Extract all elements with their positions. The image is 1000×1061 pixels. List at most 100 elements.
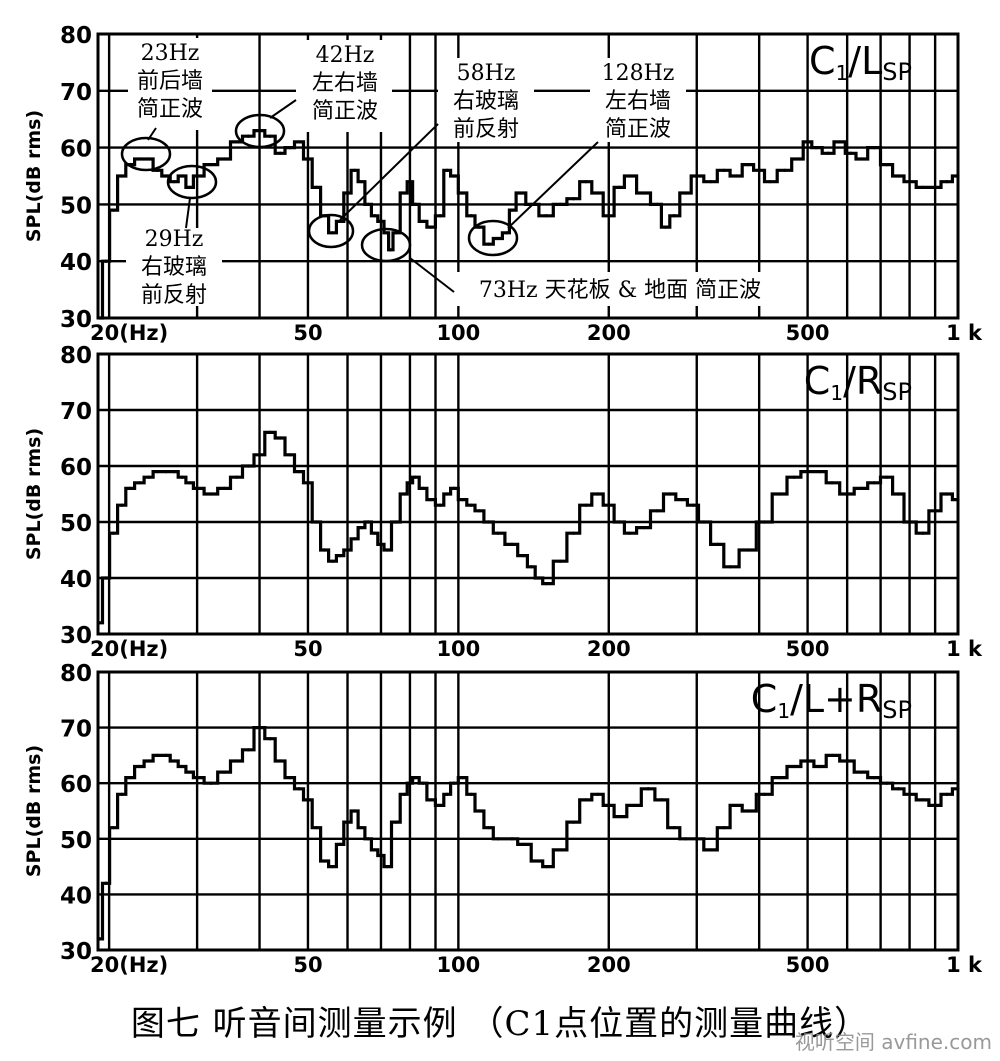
data-point [872, 776, 876, 780]
data-point [445, 168, 449, 172]
data-point [366, 837, 370, 841]
data-point [805, 140, 810, 144]
callout-ellipse-42hz [234, 113, 286, 149]
data-point [830, 753, 834, 758]
data-point [872, 146, 876, 150]
data-point [956, 498, 960, 502]
data-point [469, 792, 473, 796]
data-point [97, 937, 101, 941]
data-point [797, 157, 801, 161]
x-tick-label: 20(Hz) [90, 321, 168, 345]
data-point [394, 231, 398, 235]
data-point [288, 453, 292, 457]
data-point [268, 737, 272, 741]
data-point [584, 503, 588, 507]
data-point [715, 542, 720, 547]
data-point [461, 498, 465, 502]
data-point [571, 531, 576, 535]
data-point [235, 140, 239, 144]
data-point [394, 820, 398, 824]
data-point [402, 492, 407, 496]
data-point [885, 475, 889, 479]
annotation-58hz: 58Hz 右玻璃前反射 [453, 61, 519, 142]
data-point [297, 140, 301, 144]
data-point [529, 565, 533, 569]
data-point [330, 231, 335, 235]
data-point [496, 837, 500, 841]
data-point [429, 225, 433, 229]
callout-ellipse-23hz [120, 136, 172, 172]
data-point [655, 202, 659, 206]
x-tick-label: 100 [436, 321, 480, 345]
data-point [408, 781, 412, 785]
data-point [757, 168, 761, 172]
y-tick-label: 80 [60, 343, 92, 369]
figure-caption: 图七 听音间测量示例 （C1点位置的测量曲线） [130, 1004, 870, 1044]
label-backdrop [296, 40, 392, 132]
y-tick-label: 30 [60, 939, 92, 965]
data-point [558, 559, 562, 563]
data-point [632, 803, 636, 808]
data-point [345, 191, 350, 195]
data-point [188, 481, 192, 485]
data-point [768, 180, 772, 184]
data-point [762, 520, 767, 524]
data-point [746, 163, 750, 167]
data-point [510, 208, 514, 212]
y-tick-label: 50 [60, 828, 92, 854]
data-point [885, 163, 889, 167]
data-point [818, 470, 822, 474]
data-point [111, 531, 116, 535]
x-tick-label: 100 [436, 637, 480, 661]
y-tick-label: 50 [60, 193, 92, 219]
data-point [849, 151, 853, 155]
y-tick-label: 60 [60, 772, 92, 798]
y-tick-label: 70 [60, 80, 92, 106]
data-point [413, 202, 417, 206]
callout-ellipse-29hz [166, 164, 218, 200]
data-point [607, 803, 611, 808]
leader-line-73hz [409, 257, 455, 293]
data-point [288, 776, 292, 780]
x-tick-label: 200 [587, 321, 631, 345]
data-point [338, 219, 342, 224]
data-point [558, 848, 562, 852]
x-tick-label: 50 [293, 321, 322, 345]
data-point [353, 537, 357, 541]
data-point [155, 470, 160, 474]
y-tick-label: 70 [60, 399, 92, 425]
y-axis-label: SPL(dB rms) [23, 110, 45, 242]
x-tick-label: 1 k [946, 321, 983, 345]
data-point [257, 128, 262, 133]
data-point [728, 565, 732, 569]
y-tick-label: 40 [60, 567, 92, 593]
data-point [195, 174, 199, 178]
data-point [323, 548, 327, 552]
x-tick-label: 50 [293, 953, 322, 977]
data-point [792, 764, 796, 769]
plot-frame [96, 352, 960, 636]
data-point [496, 236, 500, 241]
data-point [235, 475, 239, 479]
data-point [147, 759, 151, 763]
data-point [137, 764, 142, 769]
data-point [222, 157, 226, 161]
data-point [394, 520, 398, 524]
data-point [461, 776, 465, 780]
data-point [778, 776, 782, 780]
data-point [521, 842, 526, 846]
x-tick-label: 100 [436, 953, 480, 977]
data-point [778, 492, 782, 496]
data-point [655, 509, 659, 513]
data-point [402, 191, 407, 195]
label-backdrop [438, 58, 534, 142]
data-point [680, 498, 684, 502]
data-point [896, 492, 901, 496]
data-point [314, 826, 319, 830]
y-tick-label: 40 [60, 883, 92, 909]
leader-line-58hz [339, 123, 439, 221]
data-point [438, 503, 442, 507]
data-point [477, 509, 481, 513]
chart-title: C1/L+RSP [751, 677, 912, 724]
